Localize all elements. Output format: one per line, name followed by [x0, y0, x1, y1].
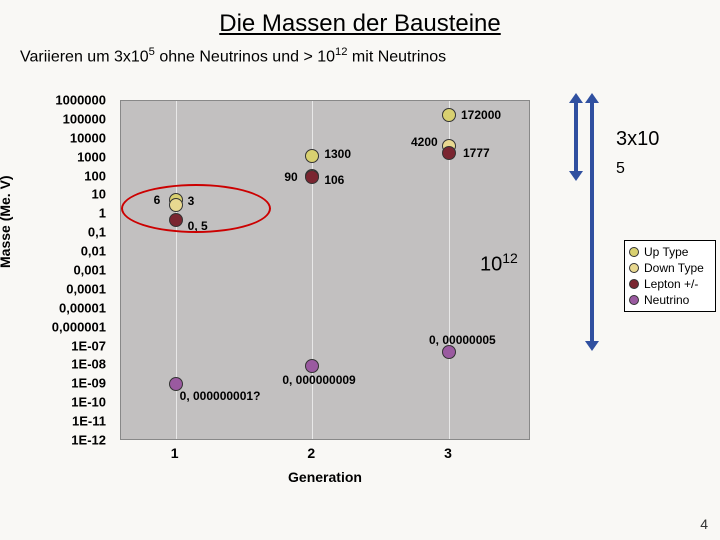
legend-swatch [629, 263, 639, 273]
legend-swatch [629, 279, 639, 289]
data-point [442, 345, 456, 359]
y-tick: 100 [84, 169, 106, 182]
data-label: 0, 000000001? [180, 389, 261, 403]
data-label: 90 [284, 170, 297, 184]
data-label: 172000 [461, 108, 501, 122]
y-tick: 10000 [70, 131, 106, 144]
data-label: 0, 000000009 [282, 373, 355, 387]
data-label: 106 [324, 173, 344, 187]
annotation-3x10-5: 3x105 [616, 128, 659, 178]
y-tick: 0,0001 [66, 282, 106, 295]
data-point [305, 149, 319, 163]
mass-chart: Masse (Me. V) Generation 630, 50, 000000… [10, 90, 620, 490]
y-tick: 0,1 [88, 226, 106, 239]
data-point [442, 108, 456, 122]
x-tick: 3 [444, 445, 452, 461]
legend-label: Lepton +/- [644, 277, 698, 291]
y-tick: 1E-09 [71, 377, 106, 390]
y-tick: 0,00001 [59, 301, 106, 314]
legend-row: Neutrino [629, 292, 711, 308]
slide-number: 4 [700, 516, 708, 532]
y-tick: 1 [99, 207, 106, 220]
highlight-ellipse [121, 184, 271, 233]
legend: Up Type Down Type Lepton +/- Neutrino [624, 240, 716, 312]
y-tick: 1E-12 [71, 434, 106, 447]
legend-row: Down Type [629, 260, 711, 276]
page-title: Die Massen der Bausteine [0, 0, 720, 38]
x-tick: 1 [171, 445, 179, 461]
y-tick: 100000 [63, 112, 106, 125]
y-tick: 1000 [77, 150, 106, 163]
legend-label: Neutrino [644, 293, 689, 307]
legend-swatch [629, 295, 639, 305]
x-tick: 2 [307, 445, 315, 461]
x-axis-label: Generation [120, 469, 530, 485]
data-label: 1300 [324, 147, 351, 161]
data-label: 4200 [411, 135, 438, 149]
range-arrow-long [590, 102, 594, 342]
plot-area: 630, 50, 000000001?1300106900, 000000009… [120, 100, 530, 440]
y-axis-label: Masse (Me. V) [0, 175, 13, 268]
legend-row: Up Type [629, 244, 711, 260]
legend-swatch [629, 247, 639, 257]
data-label: 0, 00000005 [429, 333, 496, 347]
subtitle: Variieren um 3x105 ohne Neutrinos und > … [0, 38, 720, 70]
legend-row: Lepton +/- [629, 276, 711, 292]
y-tick: 10 [92, 188, 106, 201]
y-tick: 0,01 [81, 245, 106, 258]
legend-label: Up Type [644, 245, 688, 259]
data-point [305, 170, 319, 184]
y-tick: 1E-10 [71, 396, 106, 409]
annotation-10-12: 1012 [480, 250, 518, 277]
legend-label: Down Type [644, 261, 704, 275]
y-tick: 0,001 [73, 264, 106, 277]
data-point [442, 146, 456, 160]
y-tick: 1E-11 [72, 415, 106, 428]
y-tick: 0,000001 [52, 320, 106, 333]
y-tick: 1E-08 [71, 358, 106, 371]
y-tick: 1E-07 [71, 339, 106, 352]
data-point [305, 359, 319, 373]
y-tick: 1000000 [55, 94, 106, 107]
data-label: 1777 [463, 146, 490, 160]
range-arrow-short [574, 102, 578, 172]
